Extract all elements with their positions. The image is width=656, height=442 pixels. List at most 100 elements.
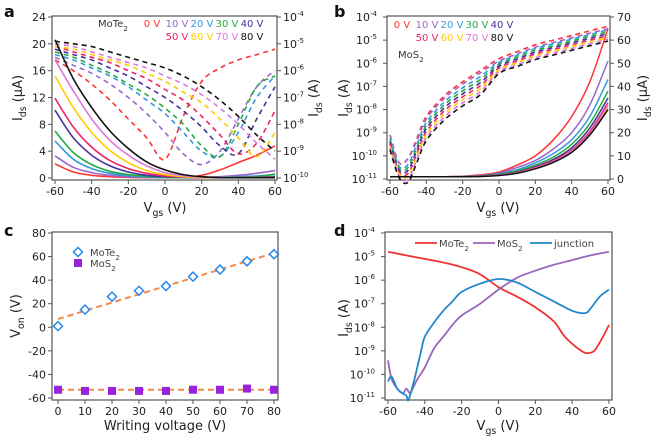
series-log-50V [389, 34, 609, 177]
y-tick-label: 40 [32, 274, 46, 287]
x-tick-label: 20 [105, 405, 119, 418]
series-log-70V [54, 43, 276, 160]
series-linear-0V [389, 28, 609, 178]
data-point-mos2 [243, 384, 251, 393]
series-log-60V [54, 45, 276, 158]
x-tick-label: 20 [528, 405, 542, 418]
series-log-20V [389, 29, 609, 170]
legend-marker-mote2 [72, 246, 84, 258]
y2-tick-label: 10-7 [283, 91, 304, 105]
y2-tick-label: 20 [617, 127, 631, 140]
y-tick-label: 10-10 [350, 367, 375, 381]
x-tick-label: 40 [565, 185, 579, 198]
series-log-80V [54, 40, 276, 152]
legend-item: 50 V [166, 32, 189, 43]
y-tick-label: 10-4 [354, 226, 376, 240]
legend-item: 60 V [191, 32, 214, 43]
y-tick-label: 10-10 [352, 149, 377, 163]
y2-tick-label: 50 [617, 57, 631, 70]
series-log-0V [54, 48, 276, 161]
x-tick-label: 0 [495, 405, 502, 418]
x-tick-label: 30 [132, 405, 146, 418]
y-tick-label: 10-7 [356, 79, 377, 93]
series-log-70V [389, 38, 609, 182]
x-tick-label: 60 [601, 185, 615, 198]
series-mos2 [387, 251, 610, 395]
y-tick-label: -60 [28, 392, 46, 405]
legend-label: junction [553, 239, 594, 250]
data-point-mos2 [216, 385, 224, 394]
data-point-mote2 [268, 248, 280, 260]
y-tick-label: 10-9 [356, 126, 377, 140]
x-tick-label: 70 [240, 405, 254, 418]
y-tick-label: 10-8 [356, 103, 377, 117]
y-tick-label: 10-9 [354, 344, 375, 358]
y-tick-label: 8 [39, 118, 46, 131]
series-linear-50V [54, 97, 276, 179]
series-log-10V [54, 56, 276, 166]
legend-item: 10 V [166, 19, 189, 30]
y2-tick-label: 10-8 [283, 117, 304, 131]
x-tick-label: -60 [379, 405, 397, 418]
y2-tick-label: 0 [617, 173, 624, 186]
legend-marker-mos2 [74, 259, 82, 267]
y2-tick-label: 10-6 [283, 64, 305, 78]
y2-tick-label: 30 [617, 104, 631, 117]
legend-item: 40 V [241, 19, 264, 30]
data-point-mote2 [241, 255, 253, 267]
y-tick-label: 12 [32, 92, 46, 105]
data-point-mos2 [54, 385, 62, 394]
y2-tick-label: 10 [617, 150, 631, 163]
data-point-mote2 [133, 285, 145, 297]
series-linear-70V [54, 59, 275, 179]
x-tick-label: -60 [381, 185, 399, 198]
panel-c: 0 10 20 30 40 50 60 70 80 -60 -40 -20 0 20 40 60 80 Writi… [9, 227, 281, 434]
data-point-mos2 [108, 386, 116, 395]
x-tick-label: -20 [454, 185, 472, 198]
panel-c-label: c [4, 221, 13, 240]
y-tick-label: 10-11 [350, 391, 375, 405]
data-point-mote2 [187, 271, 199, 283]
data-point-mote2 [214, 263, 226, 276]
legend-title: MoTe2 [98, 19, 128, 33]
panel-a: -60 -40 -20 0 20 40 60 0 4 8 12 16 20 24 10-10 10-9 10-8… [11, 10, 325, 219]
data-point-mos2 [81, 386, 89, 395]
series-log-40V [54, 48, 276, 156]
y-tick-label: 10-5 [356, 33, 377, 47]
series-log-40V [389, 32, 609, 175]
y2-tick-label: 10-10 [283, 171, 308, 185]
y-tick-label: 10-6 [356, 56, 378, 70]
series-log-30V [54, 51, 276, 159]
legend-label-mote2: MoTe2 [90, 248, 120, 262]
x-tick-label: 0 [55, 405, 62, 418]
series-linear-60V [389, 106, 609, 178]
x-axis-label: Vgs (V) [144, 201, 187, 219]
legend-label-mos2: MoS2 [90, 259, 116, 273]
y2-tick-label: 60 [617, 34, 631, 47]
y2-tick-label: 10-5 [283, 37, 304, 51]
y2-tick-label: 10-4 [283, 10, 305, 24]
x-axis-label: Vgs (V) [477, 419, 520, 437]
y-axis-label: Von (V) [9, 294, 27, 338]
y-axis-label-right: Ids (A) [307, 79, 325, 117]
x-tick-label: 0 [496, 185, 503, 198]
y-tick-label: 60 [32, 251, 46, 264]
x-tick-label: -60 [46, 185, 64, 198]
legend-item: 10 V [416, 20, 439, 31]
x-tick-label: 80 [267, 405, 281, 418]
y-tick-label: 0 [39, 172, 46, 185]
legend-title: MoS2 [398, 50, 424, 64]
y-tick-label: -40 [28, 368, 46, 381]
x-tick-label: -20 [453, 405, 471, 418]
series-log-60V [389, 36, 609, 179]
panel-d: -60 -40 -20 0 20 40 60 10-11 10-10 10-9 10-8 10-7 10… [337, 226, 616, 437]
series-linear-80V [54, 39, 275, 179]
x-tick-label: 60 [213, 405, 227, 418]
y2-tick-label: 40 [617, 80, 631, 93]
y-tick-label: 10-5 [354, 250, 375, 264]
legend-item: 30 V [466, 20, 489, 31]
panel-d-label: d [334, 221, 345, 240]
x-tick-label: 60 [268, 185, 282, 198]
y-axis-label-right: Ids (μA) [636, 75, 654, 121]
